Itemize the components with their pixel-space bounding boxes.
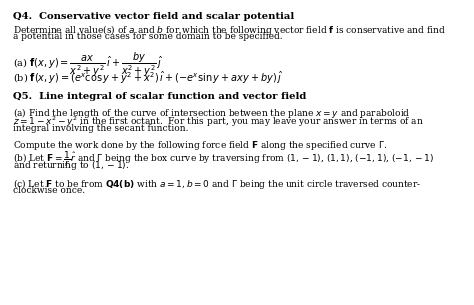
Text: Determine all value(s) of $a$ and $b$ for which the following vector field $\mat: Determine all value(s) of $a$ and $b$ fo…	[13, 23, 446, 37]
Text: integral involving the secant function.: integral involving the secant function.	[13, 124, 189, 133]
Text: (b) $\mathbf{f}(x,y) = (e^x \cos y + y^2 + x^2)\,\hat{\imath} + (-e^x \sin y + a: (b) $\mathbf{f}(x,y) = (e^x \cos y + y^2…	[13, 70, 283, 86]
Text: (a) Find the length of the curve of intersection between the plane $x = y$ and p: (a) Find the length of the curve of inte…	[13, 106, 410, 120]
Text: (c) Let $\mathbf{F}$ to be from $\mathbf{Q4(b)}$ with $a = 1, b = 0$ and $\Gamma: (c) Let $\mathbf{F}$ to be from $\mathbf…	[13, 177, 421, 191]
Text: a potential in those cases for some domain to be specified.: a potential in those cases for some doma…	[13, 32, 283, 41]
Text: Q5.  Line integral of scalar function and vector field: Q5. Line integral of scalar function and…	[13, 92, 307, 101]
Text: Compute the work done by the following force field $\mathbf{F}$ along the specif: Compute the work done by the following f…	[13, 139, 387, 152]
Text: and returning to $(1,-1)$.: and returning to $(1,-1)$.	[13, 160, 129, 172]
Text: Q4.  Conservative vector field and scalar potential: Q4. Conservative vector field and scalar…	[13, 12, 294, 21]
Text: clockwise once.: clockwise once.	[13, 186, 85, 195]
Text: (a) $\mathbf{f}(x,y) = \dfrac{ax}{x^2+y^2}\,\hat{\imath} + \dfrac{by}{x^2+y^2}\,: (a) $\mathbf{f}(x,y) = \dfrac{ax}{x^2+y^…	[13, 50, 164, 79]
Text: $z = 1 - x^2 - y^2$ in the first octant.  For this part, you may leave your answ: $z = 1 - x^2 - y^2$ in the first octant.…	[13, 115, 424, 129]
Text: (b) Let $\mathbf{F} = \dfrac{1}{r}\hat{r}$ and $\Gamma$ being the box curve by t: (b) Let $\mathbf{F} = \dfrac{1}{r}\hat{r…	[13, 149, 435, 169]
